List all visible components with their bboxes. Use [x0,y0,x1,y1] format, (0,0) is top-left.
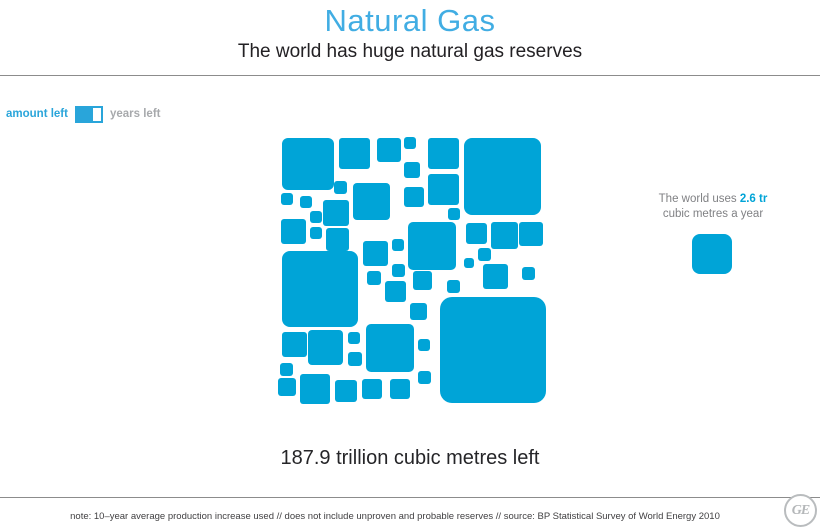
ge-monogram: GE [791,502,810,518]
reserve-square [282,251,358,327]
ge-logo-icon: GE [784,494,817,527]
reserves-square-chart [278,137,546,404]
reserve-square [428,174,459,205]
reserve-square [363,241,388,266]
reserve-square [522,267,535,280]
view-toggle-legend: amount left years left [6,105,161,123]
reserve-square [366,324,414,372]
reserve-square [392,239,404,251]
reserve-square [418,339,430,351]
reserve-square [483,264,508,289]
reserve-square [392,264,405,277]
annual-use-note: The world uses 2.6 tr cubic metres a yea… [648,192,778,222]
annual-use-value: 2.6 tr [739,193,768,205]
reserve-square [339,138,370,169]
reserve-square [367,271,381,285]
reserve-square [300,196,312,208]
reserve-square [447,280,460,293]
page-title: Natural Gas [324,3,496,38]
reserve-square [310,211,322,223]
reserve-square [404,187,424,207]
reserve-square [413,271,432,290]
reserve-square [478,248,491,261]
reserve-square [280,363,293,376]
reserve-square [362,379,382,399]
reserve-square [281,193,293,205]
reserve-square [348,332,360,344]
header-divider [0,75,820,76]
reserve-square [519,222,543,246]
reserve-square [281,219,306,244]
reserve-square [278,378,296,396]
reserve-square [404,137,416,149]
reserve-square [334,181,347,194]
reserve-square [440,297,546,403]
reserve-square [282,138,334,190]
reserve-square [323,200,349,226]
reserve-square [491,222,518,249]
annual-use-line2: cubic metres a year [662,208,764,220]
reserve-square [408,222,456,270]
reserve-square [353,183,390,220]
footer-divider [0,497,820,498]
toggle-knob-icon [90,105,103,123]
page-subtitle: The world has huge natural gas reserves [237,41,583,62]
reserve-square [377,138,401,162]
reserve-square [428,138,459,169]
reserve-square [464,138,541,215]
reserve-square [390,379,410,399]
reserve-square [282,332,307,357]
footer-note: note: 10–year average production increas… [70,511,720,522]
years-left-label[interactable]: years left [109,108,161,120]
amount-years-toggle[interactable] [74,105,103,123]
annual-use-reference-square [692,234,732,274]
reserve-square [410,303,427,320]
reserve-square [418,371,431,384]
total-reserves-caption: 187.9 trillion cubic metres left [280,447,540,469]
reserve-square [464,258,474,268]
amount-left-label[interactable]: amount left [6,108,68,120]
reserve-square [385,281,406,302]
reserve-square [326,228,349,251]
reserve-square [335,380,357,402]
reserve-square [308,330,343,365]
reserve-square [448,208,460,220]
annual-use-prefix: The world uses [658,193,740,205]
reserve-square [300,374,330,404]
reserve-square [310,227,322,239]
reserve-square [466,223,487,244]
reserve-square [348,352,362,366]
reserve-square [404,162,420,178]
